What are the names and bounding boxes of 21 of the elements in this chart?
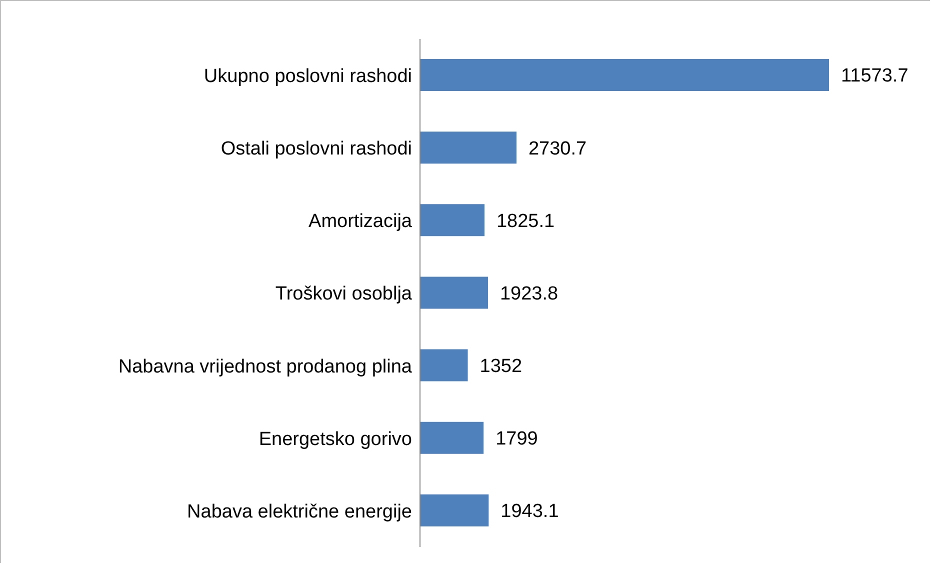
data-label: 1799 [496, 428, 538, 450]
y-tick-label: Troškovi osoblja [275, 284, 412, 305]
bar [420, 132, 516, 164]
bar [420, 276, 488, 309]
y-tick-label: Nabava električne energije [187, 501, 412, 522]
y-tick-label: Energetsko gorivo [258, 428, 412, 450]
data-label: 1923.8 [500, 283, 558, 304]
bar [420, 204, 484, 236]
bar [420, 59, 829, 91]
data-label: 1352 [480, 356, 522, 378]
y-tick-label: Ostali poslovni rashodi [220, 138, 412, 160]
y-tick-label: Amortizacija [308, 211, 412, 232]
bar [420, 494, 489, 526]
data-label: 2730.7 [528, 138, 587, 160]
y-tick-label: Nabavna vrijednost prodanog plina [118, 356, 412, 378]
data-label: 1825.1 [496, 210, 555, 232]
bar [420, 422, 484, 454]
bar [420, 349, 468, 382]
data-label: 11573.7 [841, 66, 908, 87]
data-label: 1943.1 [500, 501, 559, 522]
y-tick-label: Ukupno poslovni rashodi [204, 66, 412, 88]
